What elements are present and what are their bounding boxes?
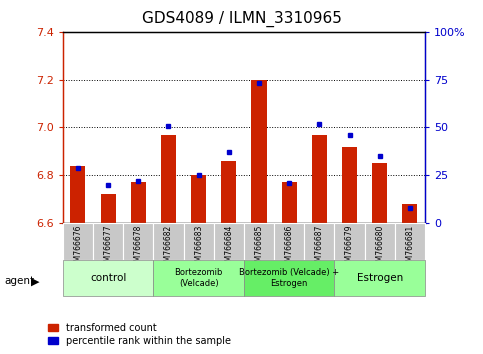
Text: GSM766682: GSM766682 [164,225,173,271]
Bar [154,260,244,296]
Bar [100,194,115,223]
Bar [274,223,304,260]
Bar [244,223,274,260]
Legend: transformed count, percentile rank within the sample: transformed count, percentile rank withi… [48,323,231,346]
Bar [334,260,425,296]
Text: agent: agent [5,276,35,286]
Bar [63,260,154,296]
Text: Bortezomib (Velcade) +
Estrogen: Bortezomib (Velcade) + Estrogen [239,268,339,287]
Text: GSM766680: GSM766680 [375,225,384,271]
Text: GSM766676: GSM766676 [73,225,83,272]
Bar [131,182,146,223]
Bar [161,135,176,223]
Bar [213,223,244,260]
Bar [244,260,334,296]
Bar [93,223,123,260]
Bar [342,147,357,223]
Bar [154,223,184,260]
Bar [63,223,93,260]
Text: GSM766687: GSM766687 [315,225,324,271]
Text: GSM766678: GSM766678 [134,225,143,271]
Bar [71,166,85,223]
Bar [365,223,395,260]
Bar [123,223,154,260]
Text: Bortezomib
(Velcade): Bortezomib (Velcade) [174,268,223,287]
Text: GSM766686: GSM766686 [284,225,294,271]
Text: control: control [90,273,126,283]
Bar [334,223,365,260]
Bar [395,223,425,260]
Text: GSM766683: GSM766683 [194,225,203,271]
Bar [312,135,327,223]
Text: Estrogen: Estrogen [356,273,403,283]
Text: GDS4089 / ILMN_3310965: GDS4089 / ILMN_3310965 [142,11,341,27]
Bar [402,204,417,223]
Bar [282,182,297,223]
Bar [184,223,213,260]
Text: GSM766685: GSM766685 [255,225,264,271]
Text: ▶: ▶ [31,276,40,286]
Text: GSM766681: GSM766681 [405,225,414,271]
Text: GSM766684: GSM766684 [224,225,233,271]
Bar [372,163,387,223]
Text: GSM766677: GSM766677 [103,225,113,272]
Bar [304,223,334,260]
Text: GSM766679: GSM766679 [345,225,354,272]
Bar [252,80,267,223]
Bar [221,161,236,223]
Bar [191,175,206,223]
